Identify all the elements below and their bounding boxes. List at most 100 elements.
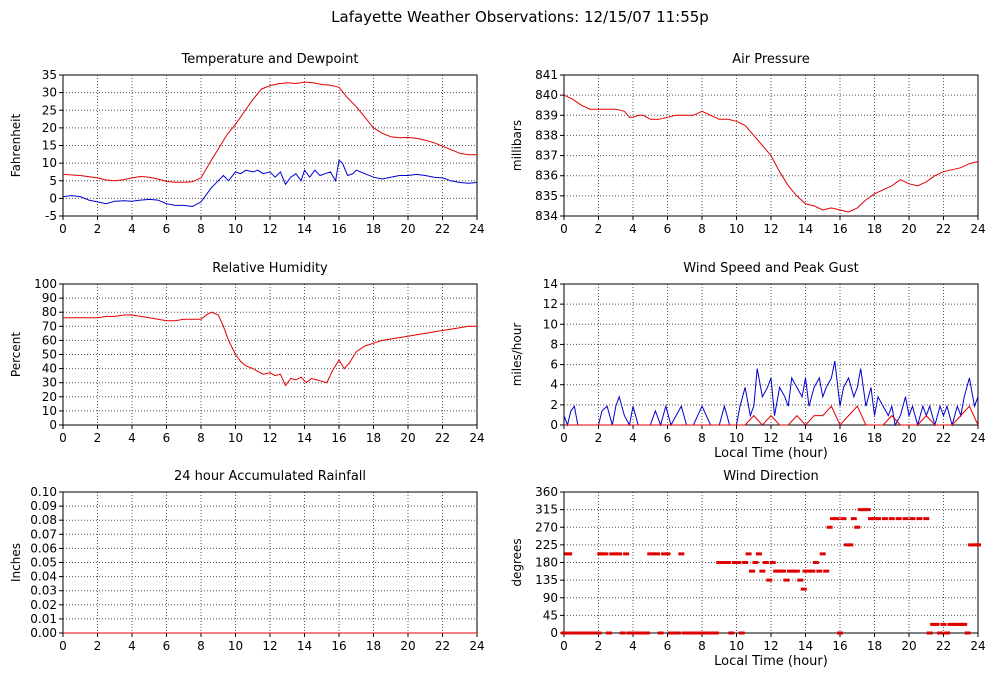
x-tick-label: 18 — [867, 639, 882, 653]
x-tick-label: 18 — [867, 222, 882, 236]
x-tick-label: 0 — [59, 639, 67, 653]
x-tick-label: 6 — [163, 639, 171, 653]
data-point — [661, 552, 668, 556]
data-point — [776, 569, 783, 573]
y-tick-label: -5 — [45, 209, 57, 223]
data-point — [678, 552, 685, 556]
data-point — [749, 569, 756, 573]
x-tick-label: 14 — [798, 431, 813, 445]
data-point — [926, 631, 933, 635]
data-point — [861, 508, 868, 512]
data-point — [947, 622, 954, 626]
x-tick-label: 18 — [867, 431, 882, 445]
data-point — [742, 561, 749, 564]
x-tick-label: 4 — [128, 431, 136, 445]
data-point — [643, 631, 650, 635]
x-tick-label: 22 — [936, 639, 951, 653]
data-point — [819, 552, 826, 556]
data-point — [773, 569, 780, 573]
data-point — [674, 631, 681, 635]
data-point — [657, 631, 664, 635]
data-point — [695, 631, 702, 635]
y-tick-label: 80 — [42, 305, 57, 319]
data-point — [574, 631, 581, 635]
x-tick-label: 14 — [297, 639, 312, 653]
data-point — [671, 631, 678, 635]
y-axis-label: Fahrenheit — [9, 113, 23, 177]
x-tick-label: 4 — [629, 639, 637, 653]
x-tick-label: 8 — [197, 431, 205, 445]
data-point — [636, 631, 643, 635]
x-tick-label: 2 — [595, 639, 603, 653]
x-tick-label: 4 — [128, 222, 136, 236]
y-tick-label: 837 — [535, 149, 558, 163]
data-point — [592, 631, 599, 635]
data-point — [699, 631, 705, 635]
y-tick-label: 135 — [535, 573, 558, 587]
y-tick-label: 838 — [535, 128, 558, 142]
x-tick-label: 18 — [366, 639, 381, 653]
data-point — [800, 587, 807, 591]
chart-title: Relative Humidity — [212, 261, 328, 276]
y-tick-label: 0.01 — [30, 612, 57, 626]
x-tick-label: 4 — [629, 431, 637, 445]
x-tick-label: 12 — [262, 222, 277, 236]
data-point — [868, 517, 875, 521]
data-point — [755, 552, 762, 556]
x-tick-label: 22 — [435, 222, 450, 236]
data-point — [616, 552, 623, 556]
x-tick-label: 16 — [832, 431, 847, 445]
y-tick-label: 360 — [535, 485, 558, 499]
x-tick-label: 20 — [901, 222, 916, 236]
y-axis-label: degrees — [510, 538, 524, 586]
data-point — [581, 631, 588, 635]
x-tick-label: 0 — [59, 222, 67, 236]
x-tick-label: 2 — [595, 222, 603, 236]
data-point — [909, 517, 916, 521]
y-tick-label: 30 — [42, 376, 57, 390]
data-point — [957, 622, 964, 626]
data-point — [681, 631, 688, 635]
y-tick-label: 6 — [550, 358, 558, 372]
data-point — [664, 552, 671, 556]
data-point — [602, 552, 609, 556]
data-point — [888, 517, 895, 521]
data-point — [578, 631, 585, 635]
data-point — [797, 578, 804, 582]
series-line-1 — [62, 81, 477, 183]
data-point — [881, 517, 888, 521]
chart-title: Temperature and Dewpoint — [181, 52, 359, 67]
x-tick-label: 14 — [297, 222, 312, 236]
data-point — [930, 622, 937, 626]
data-point — [816, 569, 823, 573]
data-point — [752, 561, 759, 564]
y-tick-label: 20 — [42, 390, 57, 404]
series-line-1 — [563, 361, 979, 427]
x-tick-label: 8 — [698, 222, 706, 236]
data-point — [854, 525, 861, 529]
data-point — [647, 552, 654, 556]
x-tick-label: 24 — [469, 222, 484, 236]
chart-title: Wind Direction — [723, 469, 819, 484]
y-tick-label: 315 — [535, 503, 558, 517]
page-title: Lafayette Weather Observations: 12/15/07… — [331, 8, 709, 26]
data-point — [833, 517, 840, 521]
x-tick-label: 10 — [228, 639, 243, 653]
y-tick-label: 0.08 — [30, 513, 57, 527]
x-tick-label: 6 — [664, 431, 672, 445]
x-tick-label: 22 — [435, 639, 450, 653]
x-tick-label: 12 — [763, 431, 778, 445]
data-point — [612, 552, 619, 556]
series-line-1 — [563, 94, 979, 213]
y-tick-label: 14 — [543, 277, 558, 291]
data-point — [950, 622, 957, 626]
data-point — [895, 517, 902, 521]
data-point — [923, 517, 930, 521]
data-point — [745, 552, 752, 556]
y-tick-label: 50 — [42, 348, 57, 362]
data-point — [850, 517, 857, 521]
y-tick-label: 840 — [535, 88, 558, 102]
data-point — [724, 561, 731, 564]
